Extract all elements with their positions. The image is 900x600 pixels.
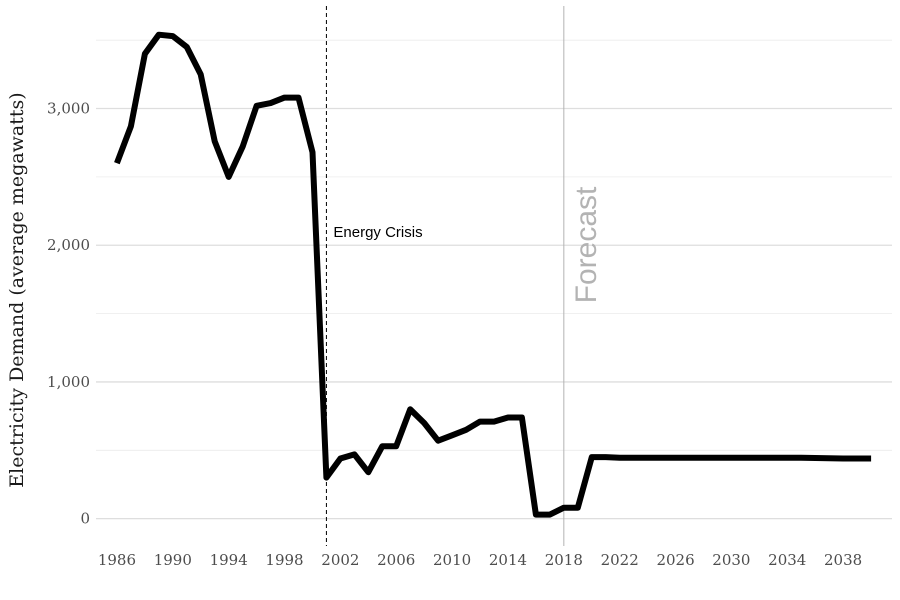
x-tick-label: 2010 [433, 551, 471, 569]
x-tick-label: 1998 [265, 551, 303, 569]
y-tick-label: 3,000 [47, 100, 90, 118]
forecast-label: Forecast [570, 186, 603, 303]
y-tick-labels: 0 1,000 2,000 3,000 [47, 100, 90, 528]
x-tick-label: 2034 [768, 551, 806, 569]
x-tick-label: 2030 [712, 551, 750, 569]
x-tick-labels: 1986 1990 1994 1998 2002 2006 2010 2014 2018 2022… [98, 551, 862, 569]
y-tick-label: 1,000 [47, 373, 90, 391]
y-tick-label: 2,000 [47, 236, 90, 254]
grid-lines [96, 39, 892, 520]
x-tick-label: 2026 [656, 551, 694, 569]
x-tick-label: 2002 [321, 551, 359, 569]
series-layer [114, 31, 872, 518]
energy-crisis-label: Energy Crisis [333, 224, 422, 241]
x-tick-label: 1994 [210, 551, 248, 569]
annotation-labels: Energy Crisis Forecast [333, 186, 602, 303]
x-tick-label: 1990 [154, 551, 192, 569]
y-tick-label: 0 [80, 510, 90, 528]
series-line-0 [114, 31, 872, 518]
y-axis-title: Electricity Demand (average megawatts) [6, 92, 28, 487]
x-tick-label: 2038 [824, 551, 862, 569]
x-tick-label: 2014 [489, 551, 527, 569]
x-tick-label: 2018 [545, 551, 583, 569]
x-tick-label: 2022 [601, 551, 639, 569]
x-tick-label: 1986 [98, 551, 136, 569]
x-tick-label: 2006 [377, 551, 415, 569]
